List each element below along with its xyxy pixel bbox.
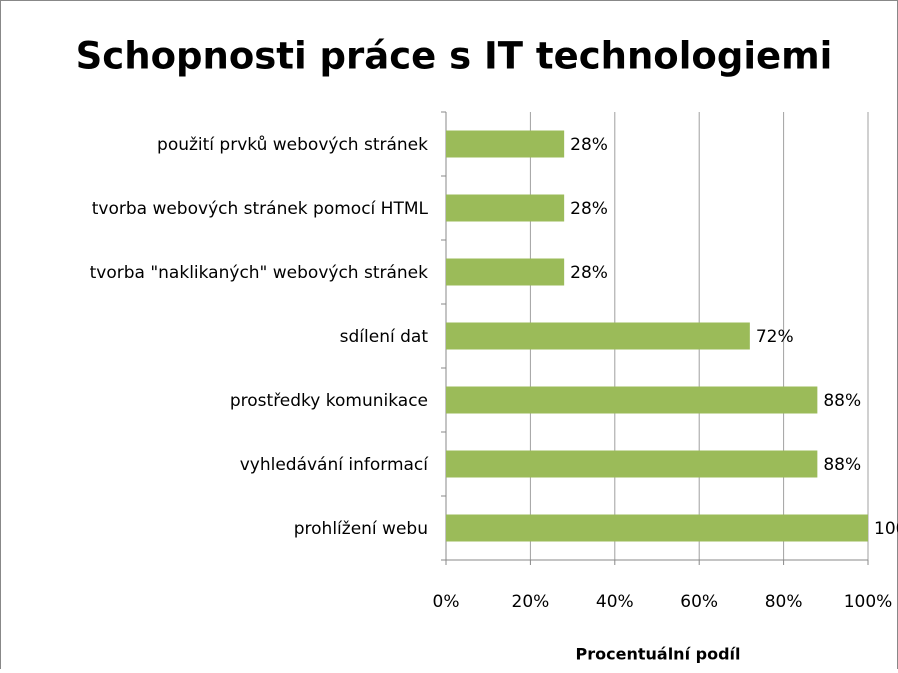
y-tick-label: sdílení dat bbox=[340, 327, 429, 347]
x-axis-title: Procentuální podíl bbox=[576, 645, 741, 664]
x-tick-label: 100% bbox=[844, 592, 893, 612]
x-tick-label: 20% bbox=[512, 592, 550, 612]
value-label: 28% bbox=[570, 199, 608, 219]
bar bbox=[446, 258, 565, 286]
y-tick-label: tvorba "naklikaných" webových stránek bbox=[90, 263, 429, 283]
value-label: 100% bbox=[874, 519, 898, 539]
bar bbox=[446, 130, 565, 158]
x-tick-label: 40% bbox=[596, 592, 634, 612]
x-tick-label: 0% bbox=[433, 592, 460, 612]
value-label: 72% bbox=[756, 327, 794, 347]
x-tick-label: 60% bbox=[680, 592, 718, 612]
value-label: 28% bbox=[570, 135, 608, 155]
x-tick-label: 80% bbox=[765, 592, 803, 612]
value-label: 28% bbox=[570, 263, 608, 283]
y-tick-label: prohlížení webu bbox=[294, 519, 428, 539]
bar bbox=[446, 194, 565, 222]
bar bbox=[446, 450, 818, 478]
bar bbox=[446, 386, 818, 414]
y-tick-label: použití prvků webových stránek bbox=[157, 135, 428, 155]
y-tick-label: tvorba webových stránek pomocí HTML bbox=[92, 199, 429, 219]
y-tick-label: vyhledávání informací bbox=[240, 455, 430, 475]
value-label: 88% bbox=[823, 455, 861, 475]
bar bbox=[446, 514, 868, 542]
chart-title: Schopnosti práce s IT technologiemi bbox=[76, 35, 833, 78]
bar bbox=[446, 322, 750, 350]
y-tick-label: prostředky komunikace bbox=[230, 391, 428, 411]
value-label: 88% bbox=[823, 391, 861, 411]
